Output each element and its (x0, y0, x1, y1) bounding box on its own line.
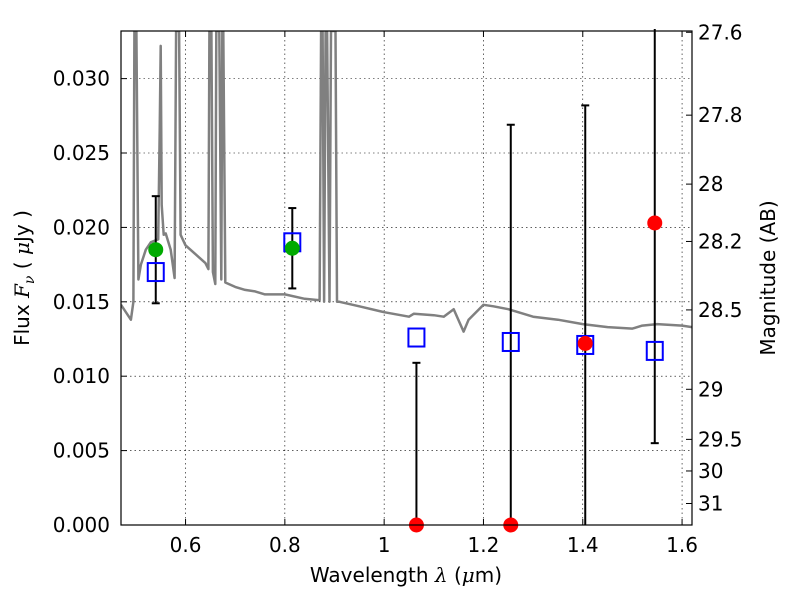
x-axis: 0.6 0.8 1 1.2 1.4 1.6 (170, 31, 698, 557)
y-axis-right: 27.6 27.8 28 28.2 28.5 29 29.5 30 31 (686, 20, 743, 515)
x-tick-label: 1.2 (468, 533, 500, 557)
y2-tick-label: 29.5 (698, 427, 743, 451)
model-sed-path (121, 31, 692, 333)
plot-area (121, 29, 692, 533)
y-tick-label: 0.015 (53, 290, 110, 314)
y2-tick-label: 30 (698, 459, 723, 483)
y-tick-label: 0.005 (53, 439, 110, 463)
x-axis-label: Wavelength λ (μm) (310, 563, 502, 587)
y-axis-label: Flux Fν ( μJy ) (10, 210, 38, 346)
observed-point (148, 242, 164, 258)
x-tick-label: 0.8 (269, 533, 301, 557)
y2-axis-label: Magnitude (AB) (756, 200, 780, 355)
observed-point (577, 335, 593, 351)
model-photometry-square (645, 340, 664, 361)
y2-tick-label: 27.8 (698, 103, 743, 127)
y-tick-label: 0.020 (53, 215, 110, 239)
x-tick-label: 0.6 (170, 533, 202, 557)
observed-point (647, 215, 663, 231)
y-axis-left: 0.000 0.005 0.010 0.015 0.020 0.025 0.030 (53, 67, 127, 537)
model-photometry-square (407, 327, 426, 348)
y-tick-label: 0.025 (53, 141, 110, 165)
y2-tick-label: 28 (698, 172, 723, 196)
y-tick-label: 0.010 (53, 364, 110, 388)
y2-tick-label: 28.2 (698, 229, 743, 253)
y-tick-label: 0.030 (53, 67, 110, 91)
y2-tick-label: 27.6 (698, 20, 743, 44)
y2-tick-label: 28.5 (698, 298, 743, 322)
model-sed-line (121, 31, 692, 333)
y2-tick-label: 29 (698, 377, 723, 401)
y2-tick-label: 31 (698, 491, 723, 515)
y-tick-label: 0.000 (53, 513, 110, 537)
x-tick-label: 1.4 (567, 533, 599, 557)
x-tick-label: 1 (378, 533, 391, 557)
plot-frame (120, 30, 693, 526)
model-photometry-square (501, 331, 520, 352)
grid (121, 31, 692, 525)
x-tick-label: 1.6 (666, 533, 698, 557)
observed-point (284, 240, 300, 256)
model-photometry-square (576, 334, 595, 355)
model-photometry-square (146, 262, 165, 283)
